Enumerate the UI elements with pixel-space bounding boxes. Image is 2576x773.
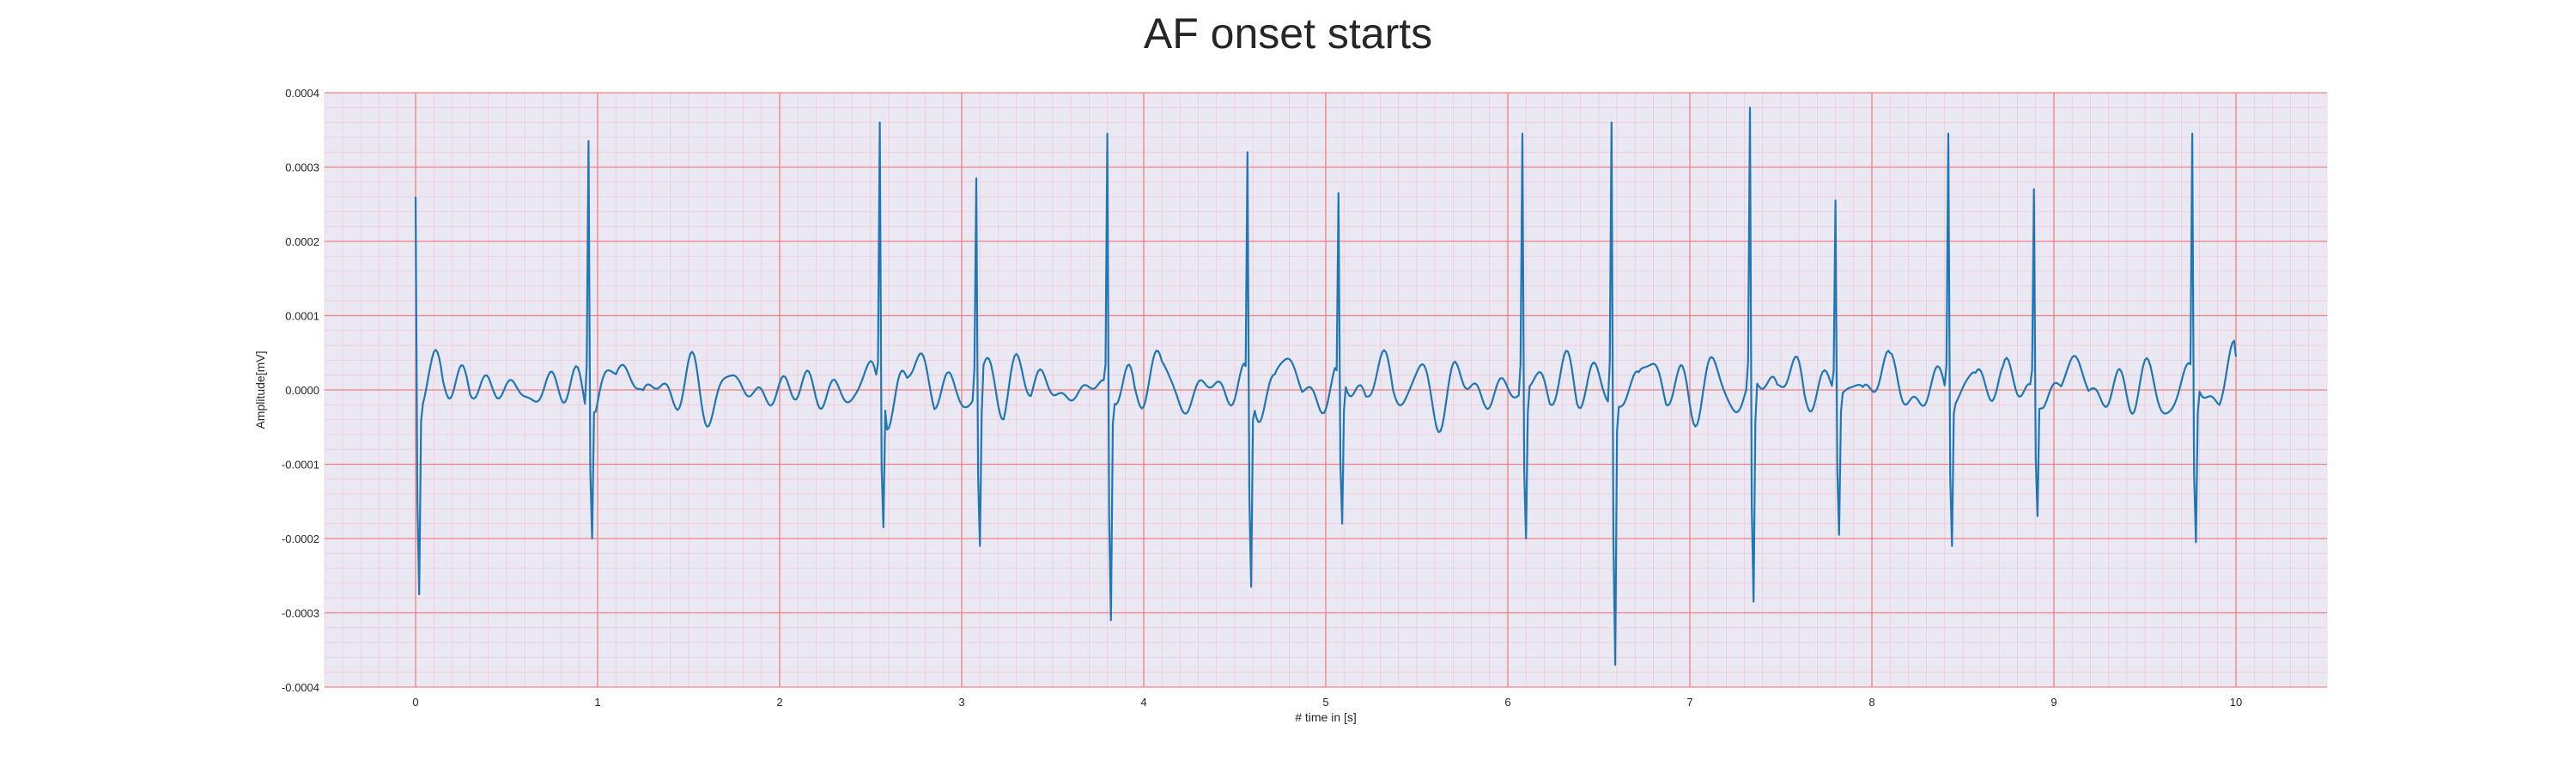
- x-tick-label: 10: [2230, 696, 2242, 709]
- x-tick-label: 8: [1868, 696, 1874, 709]
- x-tick-label: 7: [1686, 696, 1692, 709]
- x-tick-label: 5: [1322, 696, 1328, 709]
- y-tick-labels: -0.0004 -0.0003 -0.0002 -0.0001 0.0000 0.0001…: [282, 87, 319, 694]
- x-tick-label: 6: [1504, 696, 1510, 709]
- y-tick-label: 0.0001: [285, 310, 319, 323]
- x-tick-labels: 0 1 2 3 4 5 6 7 8 9 10: [412, 696, 2242, 709]
- x-tick-label: 3: [958, 696, 964, 709]
- x-tick-label: 2: [776, 696, 782, 709]
- x-axis-label: # time in [s]: [1295, 710, 1357, 724]
- y-tick-label: 0.0004: [285, 87, 319, 100]
- x-tick-label: 1: [594, 696, 600, 709]
- x-tick-label: 0: [412, 696, 418, 709]
- x-tick-label: 4: [1140, 696, 1146, 709]
- y-tick-label: 0.0002: [285, 235, 319, 248]
- major-grid: [325, 92, 2327, 688]
- series-line-ecg: [414, 107, 2238, 666]
- y-tick-label: -0.0004: [282, 681, 319, 694]
- y-tick-label: -0.0003: [282, 607, 319, 620]
- x-tick-label: 9: [2050, 696, 2057, 709]
- y-tick-label: -0.0002: [282, 533, 319, 545]
- y-tick-label: 0.0003: [285, 161, 319, 174]
- series-layer: [414, 107, 2238, 666]
- chart-title: AF onset starts: [1143, 9, 1433, 58]
- y-tick-label: 0.0000: [285, 384, 319, 397]
- y-tick-label: -0.0001: [282, 459, 319, 472]
- y-axis-label: Amplitude[mV]: [253, 350, 267, 429]
